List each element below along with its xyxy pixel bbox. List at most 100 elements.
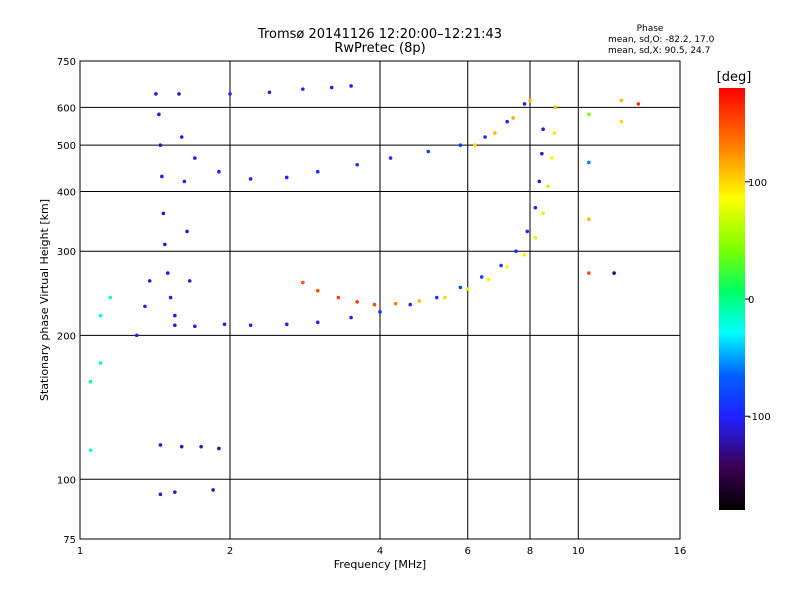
- colorbar-tick-label: -100: [748, 412, 771, 423]
- data-point: [163, 242, 167, 247]
- chart-subtitle: RwPretec (8p): [334, 41, 425, 56]
- x-tick-label: 6: [465, 546, 471, 557]
- x-tick-label: 4: [377, 546, 383, 557]
- data-point: [160, 174, 164, 179]
- colorbar-tick-label: 100: [748, 178, 767, 189]
- data-point: [546, 184, 550, 189]
- data-point: [108, 295, 113, 300]
- data-point: [355, 162, 359, 167]
- data-point: [505, 119, 509, 124]
- data-point: [284, 322, 289, 327]
- data-point: [552, 131, 557, 135]
- y-tick-labels: 75 100 200 300 400 500 600 750: [57, 57, 76, 546]
- data-point: [587, 160, 591, 165]
- data-point: [443, 295, 447, 300]
- data-point: [408, 302, 413, 307]
- data-point: [173, 323, 177, 328]
- data-point: [458, 285, 463, 290]
- y-tick-label: 500: [57, 141, 76, 152]
- y-tick-label: 300: [57, 247, 76, 258]
- data-point: [165, 271, 170, 275]
- data-point: [550, 156, 554, 160]
- data-point: [349, 84, 353, 88]
- x-tick-label: 16: [674, 546, 687, 557]
- y-tick-label: 75: [63, 535, 76, 546]
- data-point: [217, 446, 221, 451]
- data-point: [157, 112, 161, 117]
- data-point: [98, 361, 103, 365]
- data-point: [143, 304, 147, 309]
- plot-area: 1 2 4 6 8 10 16 75 100 200 300 400 500 600 750: [57, 57, 686, 557]
- data-point: [315, 288, 320, 293]
- data-point: [479, 275, 484, 279]
- data-point: [372, 302, 377, 307]
- data-point: [499, 263, 503, 268]
- grid: [80, 61, 680, 539]
- data-point: [378, 310, 382, 314]
- data-point: [355, 300, 359, 304]
- data-point: [458, 143, 463, 147]
- x-tick-label: 10: [572, 546, 585, 557]
- data-point: [540, 151, 544, 156]
- x-tick-labels: 1 2 4 6 8 10 16: [77, 546, 687, 557]
- data-point: [511, 116, 515, 120]
- data-point: [193, 156, 197, 160]
- x-tick-label: 8: [527, 546, 533, 557]
- data-point: [158, 492, 163, 497]
- colorbar-gradient: [719, 88, 745, 510]
- data-point: [329, 85, 334, 90]
- data-point: [528, 98, 532, 103]
- y-tick-label: 100: [57, 475, 76, 486]
- colorbar-ticks: 100 0 -100: [745, 178, 771, 423]
- data-point: [537, 179, 542, 184]
- data-point: [187, 279, 192, 283]
- data-point: [619, 119, 624, 124]
- data-point: [182, 179, 187, 184]
- data-point: [193, 324, 197, 329]
- data-point: [248, 323, 253, 328]
- data-point: [612, 271, 616, 275]
- y-tick-label: 200: [57, 331, 76, 342]
- phase-info-title: Phase: [637, 24, 664, 34]
- data-point: [228, 92, 232, 96]
- data-point: [587, 217, 591, 222]
- data-point: [267, 90, 272, 95]
- data-point: [587, 271, 591, 275]
- x-axis-label: Frequency [MHz]: [334, 558, 426, 571]
- data-point: [173, 490, 177, 494]
- data-point: [473, 143, 477, 147]
- x-tick-label: 2: [227, 546, 233, 557]
- data-point: [173, 313, 177, 318]
- phase-info-o: mean, sd,O: -82.2, 17.0: [608, 35, 715, 45]
- data-point: [284, 175, 289, 180]
- data-point: [211, 488, 215, 492]
- data-point: [541, 127, 545, 131]
- data-point: [533, 236, 538, 240]
- data-point: [158, 443, 163, 447]
- data-point: [388, 156, 393, 160]
- data-point: [88, 448, 93, 453]
- data-point: [177, 92, 181, 96]
- data-point: [301, 280, 305, 285]
- data-point: [161, 211, 166, 216]
- data-point: [134, 333, 139, 338]
- data-point: [393, 301, 398, 306]
- data-point: [493, 131, 497, 135]
- data-point: [301, 87, 305, 91]
- data-point: [158, 143, 163, 147]
- data-points: [88, 84, 641, 497]
- data-point: [525, 229, 530, 234]
- data-point: [533, 205, 538, 210]
- data-point: [222, 322, 227, 327]
- data-point: [315, 169, 320, 174]
- colorbar-label: [deg]: [717, 70, 752, 85]
- data-point: [541, 211, 545, 216]
- data-point: [98, 313, 103, 318]
- y-tick-label: 750: [57, 57, 76, 68]
- data-point: [505, 265, 509, 269]
- data-point: [522, 102, 527, 106]
- data-point: [522, 252, 527, 257]
- data-point: [179, 444, 184, 449]
- data-point: [349, 315, 353, 320]
